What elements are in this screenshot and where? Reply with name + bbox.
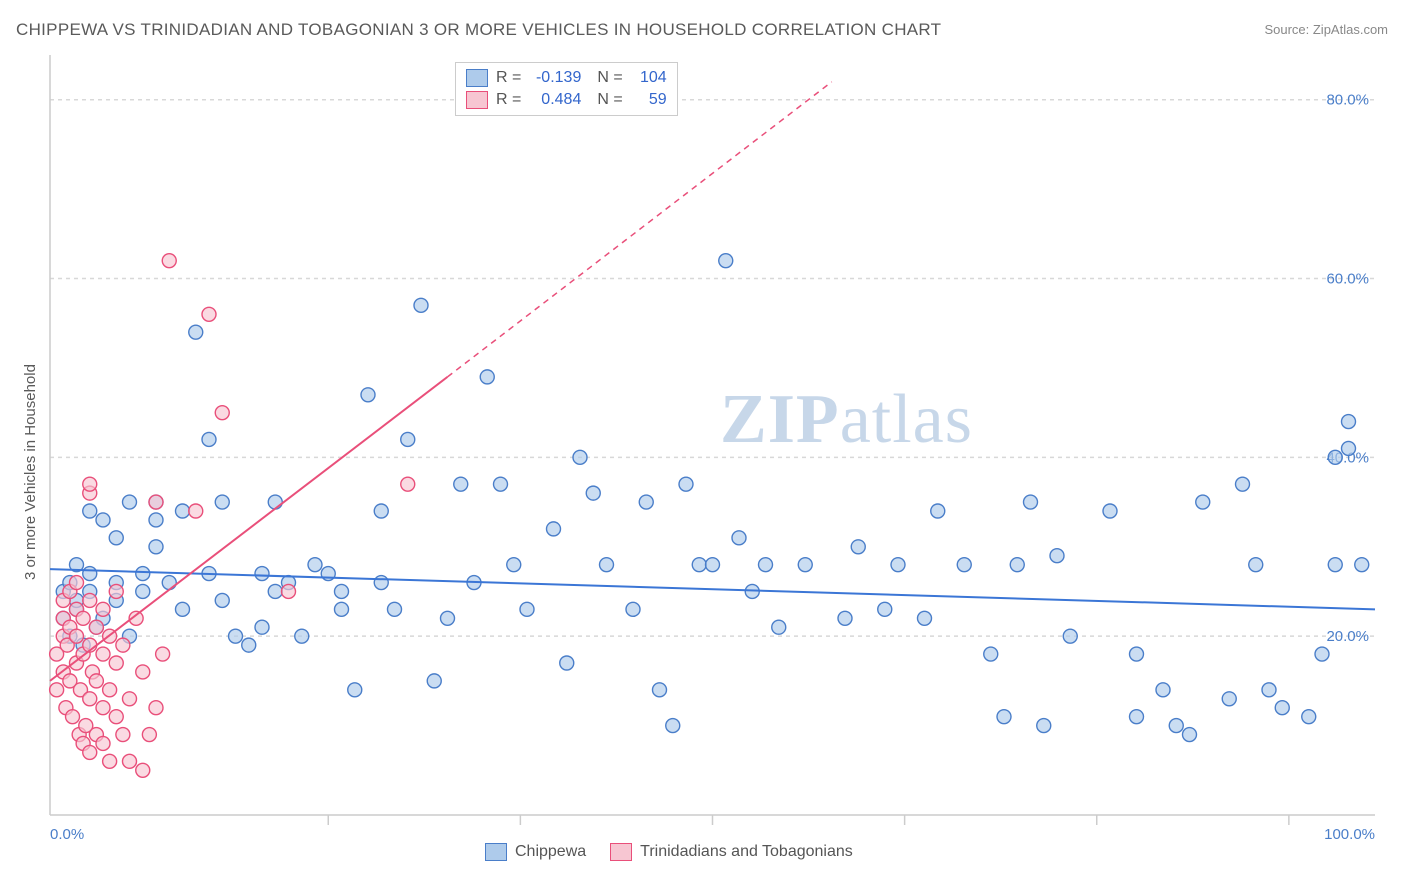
stat-r-value: -0.139 (529, 67, 581, 89)
stat-n-value: 104 (631, 67, 667, 89)
legend: Chippewa Trinidadians and Tobagonians (485, 843, 853, 861)
stat-n-label: N = (597, 89, 622, 111)
svg-text:20.0%: 20.0% (1326, 628, 1369, 645)
legend-label: Trinidadians and Tobagonians (640, 843, 853, 861)
swatch-pink (466, 91, 488, 109)
legend-item-chippewa: Chippewa (485, 843, 586, 861)
stat-r-value: 0.484 (529, 89, 581, 111)
swatch-pink (610, 843, 632, 861)
legend-label: Chippewa (515, 843, 586, 861)
scatter-plot: 20.0%40.0%60.0%80.0%0.0%100.0% (0, 0, 1406, 892)
svg-text:0.0%: 0.0% (50, 826, 84, 843)
stat-n-label: N = (597, 67, 622, 89)
svg-text:80.0%: 80.0% (1326, 92, 1369, 109)
swatch-blue (485, 843, 507, 861)
stat-r-label: R = (496, 67, 521, 89)
legend-item-trinidadian: Trinidadians and Tobagonians (610, 843, 853, 861)
stat-n-value: 59 (631, 89, 667, 111)
stat-r-label: R = (496, 89, 521, 111)
swatch-blue (466, 69, 488, 87)
svg-text:60.0%: 60.0% (1326, 271, 1369, 288)
stats-box: R = -0.139 N = 104 R = 0.484 N = 59 (455, 62, 678, 116)
stats-row-chippewa: R = -0.139 N = 104 (466, 67, 667, 89)
svg-text:100.0%: 100.0% (1324, 826, 1375, 843)
stats-row-trinidadian: R = 0.484 N = 59 (466, 89, 667, 111)
